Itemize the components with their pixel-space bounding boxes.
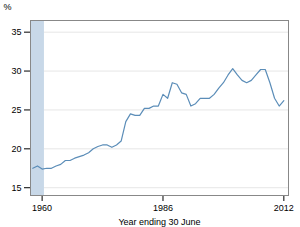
svg-text:20: 20: [11, 144, 21, 154]
svg-text:15: 15: [11, 183, 21, 193]
svg-text:2012: 2012: [274, 203, 294, 213]
svg-text:25: 25: [11, 105, 21, 115]
svg-text:Year ending 30 June: Year ending 30 June: [118, 217, 200, 227]
svg-text:35: 35: [11, 27, 21, 37]
svg-text:1960: 1960: [32, 203, 52, 213]
svg-text:1986: 1986: [153, 203, 173, 213]
svg-text:%: %: [4, 2, 12, 12]
svg-text:30: 30: [11, 66, 21, 76]
